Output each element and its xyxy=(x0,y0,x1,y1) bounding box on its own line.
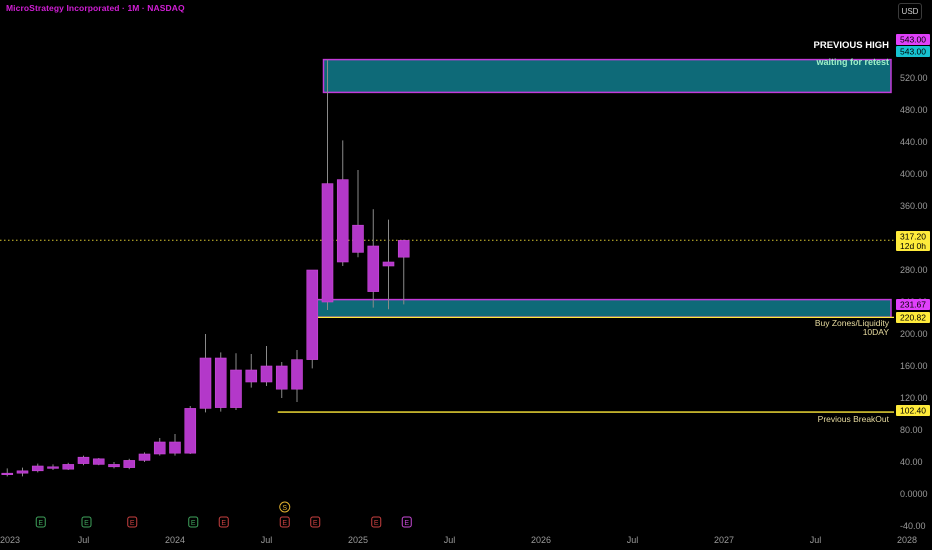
price-tag-label: 102.40 xyxy=(900,406,926,416)
y-tick-label: -40.00 xyxy=(900,521,926,531)
earnings-event-label: E xyxy=(282,520,287,527)
price-tag xyxy=(896,34,930,45)
x-tick-label: Jul xyxy=(78,535,90,545)
candle-body xyxy=(214,357,227,408)
earnings-event-label: E xyxy=(404,520,409,527)
x-tick-label: Jul xyxy=(444,535,456,545)
candle-body xyxy=(77,456,90,464)
y-tick-label: 280.00 xyxy=(900,265,928,275)
y-tick-label: 160.00 xyxy=(900,361,928,371)
y-tick-label: 80.00 xyxy=(900,425,923,435)
earnings-event-icon xyxy=(371,516,382,528)
price-tag-sub: 12d 0h xyxy=(900,241,926,251)
currency-button[interactable]: USD xyxy=(898,3,922,20)
candle-body xyxy=(199,357,212,409)
x-tick-label: Jul xyxy=(261,535,273,545)
earnings-event-icon xyxy=(218,516,229,528)
zone-rect xyxy=(322,58,892,94)
earnings-event-label: E xyxy=(84,520,89,527)
x-tick-label: 2026 xyxy=(531,535,551,545)
candle-body xyxy=(1,472,14,476)
candle-body xyxy=(382,261,395,267)
candle-body xyxy=(108,464,120,468)
candle-body xyxy=(260,365,273,383)
price-tag-label: 543.00 xyxy=(900,35,926,45)
earnings-event-label: E xyxy=(191,520,196,527)
candle-body xyxy=(47,466,59,469)
chart-title: MicroStrategy Incorporated · 1M · NASDAQ xyxy=(6,3,185,13)
split-event-icon xyxy=(279,501,291,513)
earnings-event-icon xyxy=(401,516,412,528)
price-tag xyxy=(896,299,930,310)
price-tag xyxy=(896,231,930,251)
candle-body xyxy=(184,408,197,454)
candle-body xyxy=(352,224,364,253)
earnings-event-label: E xyxy=(221,520,226,527)
candle-body xyxy=(397,240,410,258)
zone-label-10day: 10DAY xyxy=(863,327,890,337)
price-tag-label: 317.20 xyxy=(900,232,926,242)
x-tick-label: 2027 xyxy=(714,535,734,545)
y-tick-label: 520.00 xyxy=(900,73,928,83)
price-tag xyxy=(896,405,930,416)
x-tick-label: Jul xyxy=(627,535,639,545)
candle-body xyxy=(62,464,75,470)
split-event-label: S xyxy=(282,505,287,512)
price-tag-label: 543.00 xyxy=(900,47,926,57)
y-tick-label: 200.00 xyxy=(900,329,928,339)
candle-body xyxy=(230,369,242,408)
earnings-event-label: E xyxy=(374,520,379,527)
candle-body xyxy=(138,453,151,461)
candle-body xyxy=(291,359,303,390)
price-tag-label: 231.67 xyxy=(900,300,926,310)
earnings-event-label: E xyxy=(313,520,318,527)
candle-body xyxy=(169,441,181,454)
earnings-event-label: E xyxy=(130,520,135,527)
candle-body xyxy=(321,183,334,303)
candle-body xyxy=(336,179,349,263)
zone-title-previous-high: PREVIOUS HIGH xyxy=(814,40,890,51)
earnings-event-icon xyxy=(35,516,46,528)
x-tick-label: 2025 xyxy=(348,535,368,545)
price-tag xyxy=(896,46,930,57)
line-label-breakout: Previous BreakOut xyxy=(818,414,890,424)
candle-body xyxy=(123,460,136,468)
price-tag xyxy=(896,312,930,323)
candle-body xyxy=(306,269,319,360)
candle-body xyxy=(367,245,380,292)
price-tag-label: 220.82 xyxy=(900,313,926,323)
candle-body xyxy=(16,470,29,474)
candle-body xyxy=(245,369,258,383)
earnings-event-icon xyxy=(279,516,290,528)
x-tick-label: 2024 xyxy=(165,535,185,545)
y-tick-label: 400.00 xyxy=(900,169,928,179)
y-tick-label: 120.00 xyxy=(900,393,928,403)
candle-body xyxy=(153,441,166,455)
earnings-event-icon xyxy=(127,516,138,528)
earnings-event-icon xyxy=(81,516,92,528)
y-tick-label: 0.0000 xyxy=(900,489,928,499)
y-tick-label: 360.00 xyxy=(900,201,928,211)
candle-body xyxy=(92,458,105,465)
y-tick-label: 440.00 xyxy=(900,137,928,147)
zone-rect xyxy=(307,298,892,318)
x-tick-label: 2028 xyxy=(897,535,917,545)
y-tick-label: 40.00 xyxy=(900,457,923,467)
zone-label-waiting: waiting for retest xyxy=(815,57,889,67)
candle-body xyxy=(275,365,288,390)
zone-title-buy-zones: Buy Zones/Liquidity xyxy=(815,318,890,328)
candle-body xyxy=(31,465,44,472)
earnings-event-icon xyxy=(310,516,321,528)
y-tick-label: 480.00 xyxy=(900,105,928,115)
x-tick-label: Jul xyxy=(810,535,822,545)
earnings-event-icon xyxy=(188,516,199,528)
x-tick-label: 2023 xyxy=(0,535,20,545)
earnings-event-label: E xyxy=(38,520,43,527)
